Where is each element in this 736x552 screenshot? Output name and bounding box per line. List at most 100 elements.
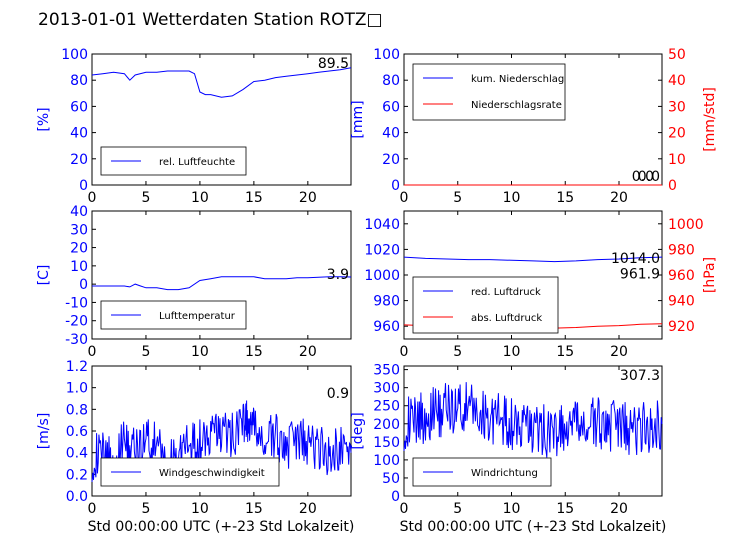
panel-5-ytick-label: 1.0 [66,381,88,397]
panel-4-xtick-label: 5 [453,344,462,360]
panel-3-ytick-label: 40 [70,204,88,220]
panel-1-ytick-label: 100 [61,47,88,63]
panel-6-ylabel: [deg] [350,412,366,449]
panel-4-ytick-right-label: 940 [668,294,695,310]
panel-3-xtick-label: 20 [299,344,317,360]
panel-2-ylabel-right: [mm/std] [702,87,718,152]
panel-6-ytick-label: 350 [373,363,400,379]
panel-4-legend-box [412,276,559,334]
panel-5-legend-label: Windgeschwindigkeit [159,468,265,479]
panel-1-legend-label: rel. Luftfeuchte [159,157,235,168]
panel-6-xtick-label: 20 [610,501,628,517]
panel-1-xtick-label: 15 [245,190,263,206]
panel-6-ytick-label: 250 [373,399,400,415]
panel-1-xtick-label: 0 [88,190,97,206]
panel-5-xtick-label: 20 [299,501,317,517]
panel-3-xtick-label: 0 [88,344,97,360]
panel-4-xtick-label: 15 [556,344,574,360]
panel-2-ytick-label: 100 [373,47,400,63]
panel-2-ytick-label: 60 [382,99,400,115]
panel-1-series-1-line [91,67,352,98]
panel-3-series-1-line [92,276,352,291]
panel-3-ylabel: [C] [36,265,52,286]
panel-2-ytick-right-label: 50 [668,47,686,63]
panel-2-xtick-label: 5 [453,190,462,206]
panel-6-ytick-label: 0 [391,489,400,505]
panel-1-ytick-label: 40 [70,126,88,142]
panel-2-xtick-label: 10 [503,190,521,206]
panel-4-legend-label: red. Luftdruck [471,287,541,298]
panel-2-ytick-right-label: 10 [668,152,686,168]
panel-6-ytick-label: 100 [373,453,400,469]
panel-3-xtick-label: 10 [191,344,209,360]
panel-4-ytick-label: 1020 [364,242,400,258]
panel-6-xtick-label: 0 [400,501,409,517]
panel-2-xtick-label: 15 [556,190,574,206]
panel-5-ylabel: [m/s] [36,413,52,450]
panel-1-value-annotation: 89.5 [318,56,349,72]
panel-6-ytick-label: 50 [382,471,400,487]
panel-2-ytick-label: 40 [382,126,400,142]
panel-6-xtick-label: 10 [503,501,521,517]
panel-4-xtick-label: 20 [610,344,628,360]
panel-6-ytick-label: 200 [373,417,400,433]
xlabel-right: Std 00:00:00 UTC (+-23 Std Lokalzeit) [400,519,667,535]
panel-4-ytick-right-label: 1000 [668,217,704,233]
panel-2-ytick-label: 0 [391,178,400,194]
panel-5-ytick-label: 0.6 [66,424,88,440]
panel-1-xtick-label: 5 [141,190,150,206]
panel-3-ytick-label: -30 [65,332,88,348]
panel-6-series-1-line [403,382,663,458]
panel-2-ytick-right-label: 40 [668,73,686,89]
panel-5-ytick-label: 0.4 [66,446,88,462]
panel-4-ytick-label: 960 [373,319,400,335]
panel-1-ytick-label: 0 [79,178,88,194]
panel-4-ylabel-right: [hPa] [702,257,718,293]
panel-2-value-annotation: 0.0 [638,169,660,185]
panel-3-xtick-label: 15 [245,344,263,360]
panel-1-ytick-label: 20 [70,152,88,168]
xlabel-left: Std 00:00:00 UTC (+-23 Std Lokalzeit) [88,519,355,535]
panel-5-series-1-line [91,400,352,485]
panel-5-xtick-label: 0 [88,501,97,517]
panel-2-xtick-label: 20 [610,190,628,206]
panel-5-xtick-label: 5 [141,501,150,517]
figure-title: 2013-01-01 Wetterdaten Station ROTZ□ [38,10,383,30]
panel-1-xtick-label: 10 [191,190,209,206]
panel-2-value-annotation: 0.0 [632,169,654,185]
panel-1-ytick-label: 60 [70,99,88,115]
panel-4-ytick-label: 980 [373,294,400,310]
panel-4-xtick-label: 0 [400,344,409,360]
panel-2-ytick-right-label: 0 [668,178,677,194]
panel-3-ytick-label: -20 [65,314,88,330]
panel-2-ylabel: [mm] [350,100,366,138]
panel-5-ytick-label: 1.2 [66,359,88,375]
panel-5-xtick-label: 15 [245,501,263,517]
panel-1-ylabel: [%] [36,107,52,131]
panel-3-value-annotation: 3.9 [327,267,349,283]
panel-2-legend-label: Niederschlagsrate [471,100,562,111]
panel-1-ytick-label: 80 [70,73,88,89]
panel-3-ytick-label: 0 [79,277,88,293]
panel-3-xtick-label: 5 [141,344,150,360]
panel-2-ytick-label: 20 [382,152,400,168]
panel-6-legend-label: Windrichtung [471,468,538,479]
panel-4-ytick-right-label: 960 [668,268,695,284]
panel-5-xtick-label: 10 [191,501,209,517]
panel-5-ytick-label: 0.8 [66,402,88,418]
panel-4-ytick-label: 1000 [364,268,400,284]
panel-4-ytick-right-label: 920 [668,319,695,335]
panel-3-ytick-label: 20 [70,241,88,257]
panel-6-xtick-label: 5 [453,501,462,517]
panel-2-ytick-right-label: 20 [668,126,686,142]
panel-3-ytick-label: 10 [70,259,88,275]
panel-4-xtick-label: 10 [503,344,521,360]
panel-2-ytick-right-label: 30 [668,99,686,115]
panel-6-ytick-label: 150 [373,435,400,451]
panel-6-value-annotation: 307.3 [620,368,660,384]
panel-3-legend-label: Lufttemperatur [159,311,236,322]
panel-4-legend-label: abs. Luftdruck [471,313,542,324]
panel-4-value-annotation: 1014.0 [611,251,660,267]
panel-4-series-1-line [403,256,663,263]
panel-2-legend-label: kum. Niederschlag [471,74,564,85]
